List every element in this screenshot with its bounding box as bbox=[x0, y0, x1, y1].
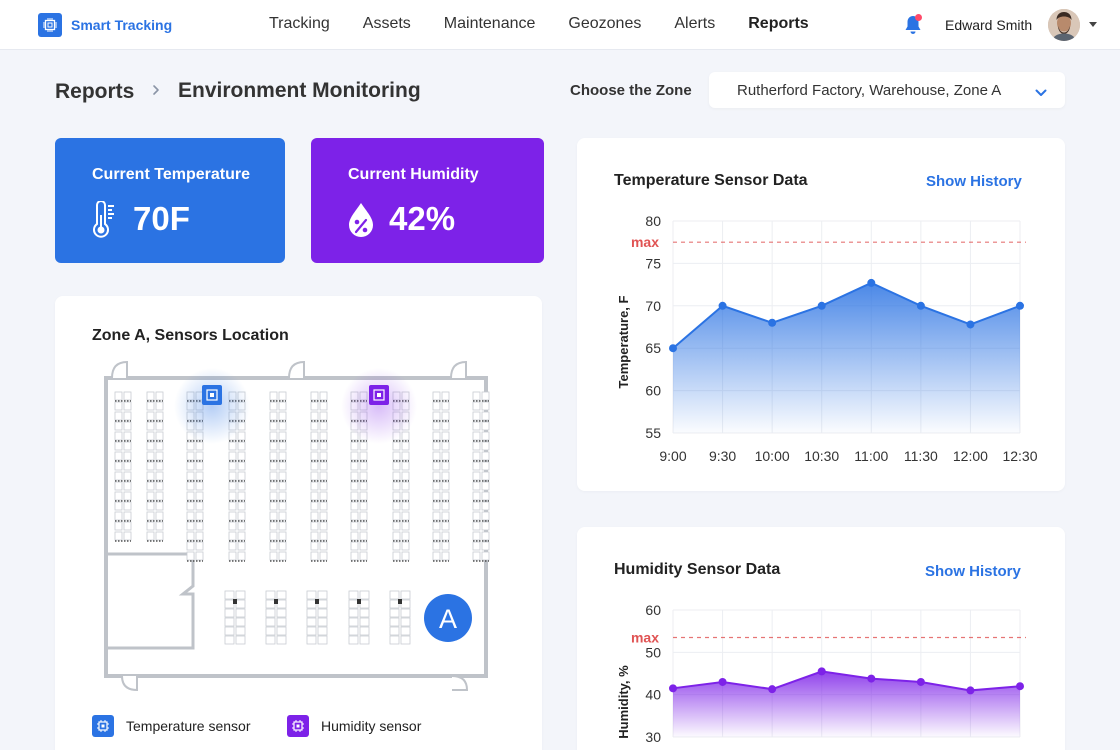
series-line bbox=[672, 281, 1021, 349]
top-bar: Smart Tracking Tracking Assets Maintenan… bbox=[0, 0, 1120, 50]
current-temperature-card: Current Temperature 70F bbox=[55, 138, 285, 263]
max-threshold-label: max bbox=[631, 630, 659, 646]
y-tick-label: 55 bbox=[645, 425, 661, 441]
series-area bbox=[673, 282, 1020, 433]
x-tick-label: 12:30 bbox=[1002, 448, 1037, 464]
user-name[interactable]: Edward Smith bbox=[945, 17, 1033, 33]
current-humidity-value: 42% bbox=[389, 200, 456, 237]
logo-text: Smart Tracking bbox=[71, 17, 173, 33]
y-tick-label: 60 bbox=[645, 383, 661, 399]
x-tick-label: 11:30 bbox=[904, 448, 938, 464]
series-line bbox=[672, 670, 1021, 692]
current-temperature-value: 70F bbox=[133, 200, 190, 237]
data-point[interactable] bbox=[916, 677, 925, 686]
data-point[interactable] bbox=[817, 301, 826, 310]
x-tick-label: 9:30 bbox=[709, 448, 736, 464]
x-tick-label: 10:00 bbox=[755, 448, 790, 464]
caret-down-icon[interactable] bbox=[1089, 22, 1097, 27]
nav-alerts[interactable]: Alerts bbox=[674, 15, 716, 32]
legend-humidity-sensor: Humidity sensor bbox=[287, 715, 421, 737]
chevron-right-icon bbox=[150, 83, 162, 102]
zone-select[interactable]: Rutherford Factory, Warehouse, Zone A bbox=[709, 72, 1065, 108]
data-point[interactable] bbox=[669, 344, 677, 353]
temperature-area-chart: 55 60 65 70 75 80 max 9:00 9:30 10:00 10:30 11:00 11… bbox=[616, 213, 1038, 464]
data-point[interactable] bbox=[768, 318, 777, 327]
humidity-chart-title: Humidity Sensor Data bbox=[614, 561, 781, 578]
data-point[interactable] bbox=[916, 301, 925, 310]
y-axis-label: Temperature, F bbox=[616, 295, 631, 388]
y-axis-label: Humidity, % bbox=[616, 665, 631, 739]
data-point[interactable] bbox=[718, 301, 727, 310]
humidity-area-chart: 30 40 50 60 max Humidity, % bbox=[616, 602, 1026, 745]
data-point[interactable] bbox=[1016, 682, 1024, 691]
data-point[interactable] bbox=[966, 320, 975, 329]
zone-badge-label: A bbox=[439, 604, 457, 634]
chip-icon bbox=[92, 715, 114, 737]
map-title: Zone A, Sensors Location bbox=[92, 327, 289, 344]
nav-maintenance[interactable]: Maintenance bbox=[443, 15, 536, 32]
nav-geozones[interactable]: Geozones bbox=[568, 15, 642, 32]
current-humidity-card: Current Humidity 42% bbox=[311, 138, 544, 263]
data-point[interactable] bbox=[669, 684, 677, 693]
y-tick-label: 30 bbox=[645, 729, 661, 745]
data-point[interactable] bbox=[1016, 301, 1024, 310]
data-point[interactable] bbox=[867, 674, 876, 683]
y-tick-label: 60 bbox=[645, 602, 661, 618]
temperature-sensor-marker[interactable] bbox=[202, 385, 222, 405]
max-threshold-label: max bbox=[631, 234, 659, 250]
avatar[interactable] bbox=[1048, 9, 1080, 41]
thermometer-icon bbox=[91, 200, 117, 244]
main-nav: Tracking Assets Maintenance Geozones Ale… bbox=[269, 15, 842, 33]
chevron-down-icon bbox=[1035, 85, 1047, 103]
y-tick-label: 75 bbox=[645, 255, 661, 271]
chip-icon bbox=[287, 715, 309, 737]
x-tick-label: 12:00 bbox=[953, 448, 988, 464]
temperature-show-history-link[interactable]: Show History bbox=[926, 173, 1022, 190]
legend-temperature-label: Temperature sensor bbox=[126, 718, 251, 734]
x-tick-label: 9:00 bbox=[659, 448, 686, 464]
warehouse-floor-plan: A bbox=[104, 360, 490, 692]
y-tick-label: 70 bbox=[645, 298, 661, 314]
y-tick-label: 65 bbox=[645, 340, 661, 356]
current-temperature-title: Current Temperature bbox=[92, 166, 250, 183]
humidity-show-history-link[interactable]: Show History bbox=[925, 563, 1021, 580]
data-point[interactable] bbox=[966, 686, 975, 695]
humidity-sensor-marker[interactable] bbox=[369, 385, 389, 405]
data-point[interactable] bbox=[867, 278, 876, 287]
legend-humidity-label: Humidity sensor bbox=[321, 718, 422, 734]
nav-reports[interactable]: Reports bbox=[748, 15, 809, 32]
y-tick-label: 50 bbox=[645, 644, 661, 660]
current-humidity-title: Current Humidity bbox=[348, 166, 479, 183]
humidity-chart-panel: Humidity Sensor Data Show History 30 40 50… bbox=[577, 527, 1065, 750]
data-point[interactable] bbox=[768, 685, 777, 694]
sensors-location-panel: Zone A, Sensors Location bbox=[55, 296, 542, 750]
data-point[interactable] bbox=[817, 667, 826, 676]
nav-assets[interactable]: Assets bbox=[362, 15, 411, 32]
y-tick-label: 80 bbox=[645, 213, 661, 229]
data-point[interactable] bbox=[718, 677, 727, 686]
logo[interactable]: Smart Tracking bbox=[38, 13, 172, 37]
zone-select-label: Choose the Zone bbox=[570, 82, 692, 99]
notification-dot bbox=[915, 14, 922, 21]
page-title: Environment Monitoring bbox=[178, 79, 421, 102]
y-tick-label: 40 bbox=[645, 687, 661, 703]
x-tick-label: 10:30 bbox=[804, 448, 839, 464]
breadcrumb-reports[interactable]: Reports bbox=[55, 80, 135, 103]
temperature-chart-panel: Temperature Sensor Data Show History 55 6… bbox=[577, 138, 1065, 491]
x-tick-label: 11:00 bbox=[854, 448, 888, 464]
humidity-drop-icon bbox=[347, 201, 375, 244]
legend-temperature-sensor: Temperature sensor bbox=[92, 715, 251, 737]
zone-badge bbox=[424, 594, 472, 642]
nav-tracking[interactable]: Tracking bbox=[269, 15, 330, 32]
chip-icon bbox=[38, 13, 62, 37]
temperature-chart-title: Temperature Sensor Data bbox=[614, 172, 808, 189]
zone-select-value: Rutherford Factory, Warehouse, Zone A bbox=[737, 82, 1002, 99]
